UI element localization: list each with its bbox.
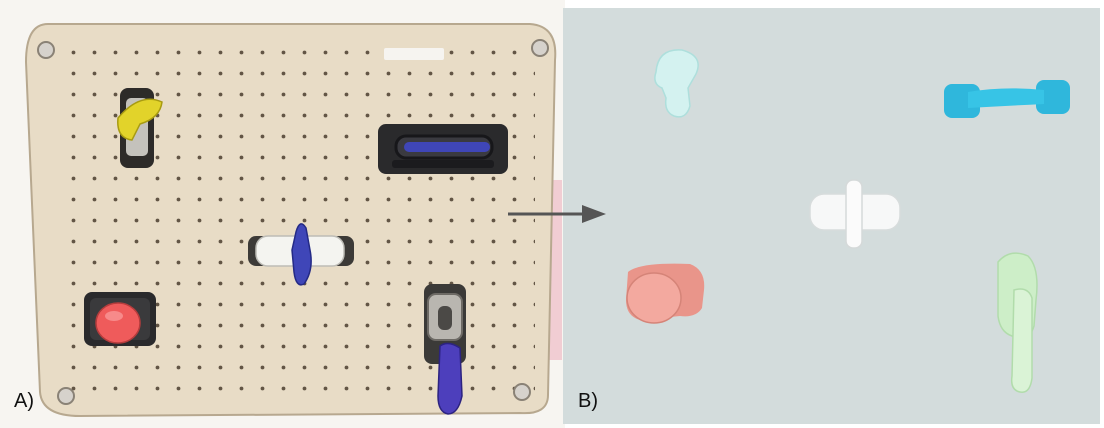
panel-label-b: B) <box>578 390 598 412</box>
panel-label-a: A) <box>14 390 34 412</box>
screw-icon <box>37 41 55 59</box>
white-cross-knob <box>809 179 901 249</box>
screw-icon <box>57 387 75 405</box>
board-label-sticker <box>384 48 444 60</box>
panel-b-render <box>563 8 1100 424</box>
red-push-button <box>84 292 156 346</box>
black-slot-slider <box>378 124 508 174</box>
screw-icon <box>513 383 531 401</box>
screw-icon <box>531 39 549 57</box>
light-cyan-lever <box>654 49 699 118</box>
purple-metal-latch <box>424 284 466 415</box>
blue-white-wing-knob <box>248 223 354 286</box>
light-green-latch <box>997 252 1038 393</box>
cyan-slider-bar <box>944 80 1070 118</box>
salmon-button <box>626 263 705 324</box>
right-arrow-icon <box>508 205 606 223</box>
yellow-lever-switch <box>117 88 163 168</box>
panel-a-photo <box>0 0 565 428</box>
